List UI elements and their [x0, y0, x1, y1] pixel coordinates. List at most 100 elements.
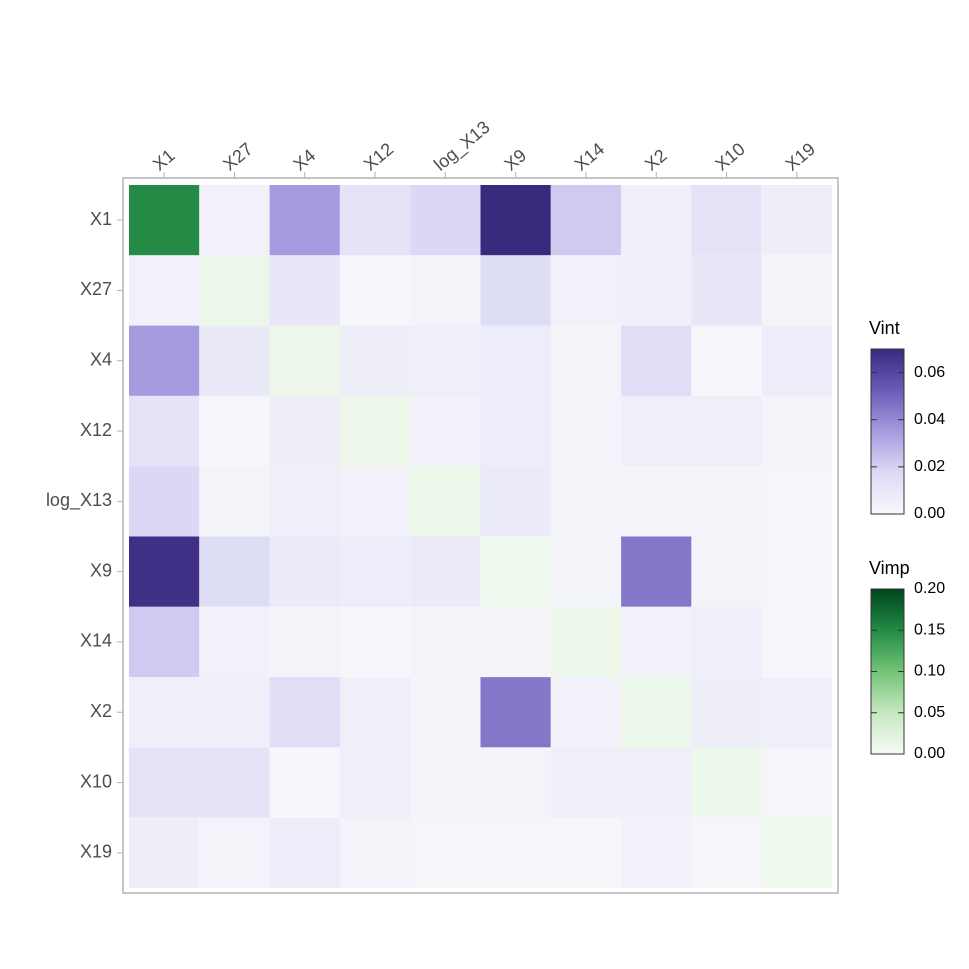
cell: [691, 185, 762, 256]
cell: [550, 817, 622, 888]
x-tick-label: X27: [219, 139, 256, 175]
cell: [761, 677, 832, 748]
cell: [480, 817, 551, 888]
cell: [410, 677, 481, 748]
legend-tick-label: 0.04: [914, 411, 945, 428]
cell: [199, 395, 270, 467]
cell: [129, 395, 200, 467]
cell: [269, 185, 340, 256]
cell: [199, 677, 270, 748]
cell: [269, 466, 340, 537]
cell: [621, 747, 692, 818]
cell: [621, 606, 692, 678]
legend-tick-label: 0.10: [914, 663, 945, 680]
legend-bar: [870, 348, 905, 515]
legend-title: Vint: [869, 318, 900, 338]
y-tick-label: X1: [90, 209, 112, 229]
x-tick-label: X9: [500, 145, 530, 174]
x-tick-label: X1: [149, 145, 179, 174]
cell: [269, 255, 340, 326]
y-tick-label: X10: [80, 771, 112, 791]
panel-border: [122, 177, 839, 894]
cell: [550, 466, 622, 537]
cell: [480, 747, 551, 818]
cell: [129, 325, 200, 396]
cell: [339, 466, 411, 537]
cell: [550, 747, 622, 818]
cell: [269, 395, 340, 467]
cell: [621, 395, 692, 467]
cell: [761, 606, 832, 678]
y-tick-label: X12: [80, 420, 112, 440]
cell: [339, 747, 411, 818]
cell: [199, 325, 270, 396]
y-tick-label: log_X13: [46, 490, 112, 511]
cell: [480, 325, 551, 396]
cell: [129, 536, 200, 607]
cell: [269, 325, 340, 396]
cell: [129, 747, 200, 818]
cell: [761, 466, 832, 537]
cell: [761, 395, 832, 467]
cell: [761, 325, 832, 396]
cell: [550, 255, 622, 326]
cell: [761, 817, 832, 888]
cell: [339, 817, 411, 888]
cell: [621, 255, 692, 326]
cell: [339, 255, 411, 326]
cell: [339, 395, 411, 467]
y-tick-label: X9: [90, 560, 112, 580]
x-tick-label: X14: [571, 139, 608, 175]
cell: [129, 606, 200, 678]
cell: [199, 255, 270, 326]
y-tick-label: X27: [80, 279, 112, 299]
cell: [339, 536, 411, 607]
x-tick-label: X10: [711, 139, 748, 175]
cell: [339, 677, 411, 748]
cell: [480, 536, 551, 607]
cell: [691, 536, 762, 607]
cell: [269, 677, 340, 748]
legend-tick-label: 0.05: [914, 704, 945, 721]
cell: [410, 466, 481, 537]
cell: [691, 466, 762, 537]
cell: [339, 325, 411, 396]
x-tick-label: X4: [290, 145, 320, 174]
cell: [691, 606, 762, 678]
cell: [550, 325, 622, 396]
cell: [691, 747, 762, 818]
legend-tick-label: 0.15: [914, 621, 945, 638]
cell: [480, 255, 551, 326]
cell: [550, 606, 622, 678]
x-tick-label: X12: [360, 139, 397, 175]
cell: [550, 536, 622, 607]
cell: [199, 466, 270, 537]
cell: [199, 747, 270, 818]
x-tick-label: X19: [782, 139, 819, 175]
cell: [761, 536, 832, 607]
cell: [621, 185, 692, 256]
legend-title: Vimp: [869, 558, 910, 578]
cell: [410, 817, 481, 888]
y-tick-label: X4: [90, 350, 112, 370]
cell: [550, 677, 622, 748]
cell: [410, 536, 481, 607]
cell: [129, 185, 200, 256]
legend-tick-label: 0.00: [914, 745, 945, 762]
y-tick-label: X2: [90, 701, 112, 721]
cell: [691, 677, 762, 748]
cell: [269, 536, 340, 607]
legend: Vimp 0.00 0.05 0.10 0.15 0.20: [869, 558, 945, 762]
y-tick-label: X19: [80, 842, 112, 862]
x-tick-label: X2: [641, 145, 671, 174]
legend-tick-label: 0.20: [914, 580, 945, 597]
cell: [480, 677, 551, 748]
cell: [410, 325, 481, 396]
legend-tick-label: 0.02: [914, 458, 945, 475]
cell: [269, 747, 340, 818]
cell: [410, 185, 481, 256]
cell: [339, 185, 411, 256]
cell: [621, 677, 692, 748]
cell: [199, 536, 270, 607]
